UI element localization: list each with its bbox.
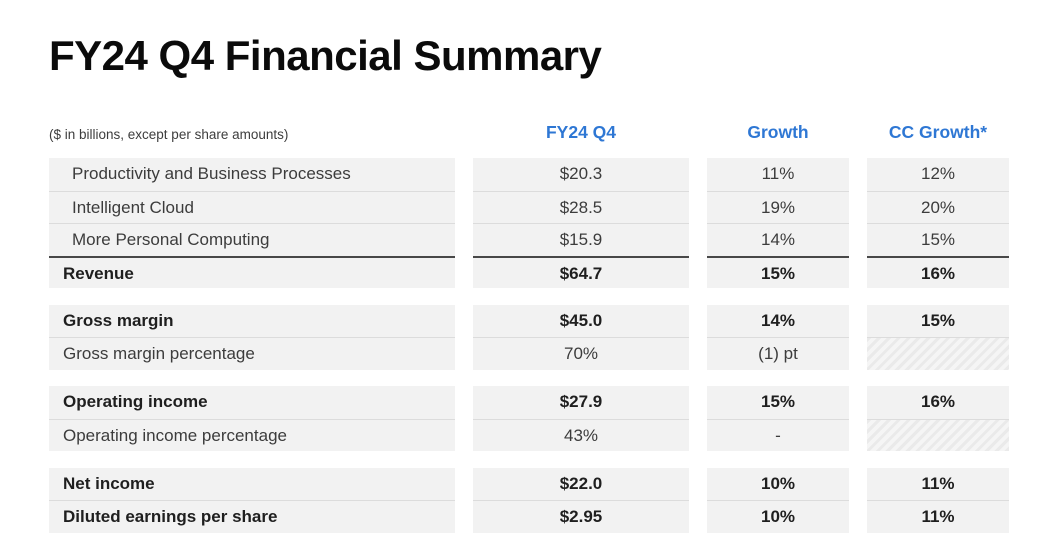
units-note: ($ in billions, except per share amounts… — [49, 127, 289, 142]
value-cell-fy24-q4: $27.9 — [473, 386, 689, 419]
table-section: Productivity and Business Processes $20.3… — [49, 158, 1009, 288]
value-cell-cc-growth: 12% — [867, 158, 1009, 191]
value-cell-growth: (1) pt — [707, 337, 849, 370]
value-cell-growth: 11% — [707, 158, 849, 191]
page-title: FY24 Q4 Financial Summary — [49, 32, 602, 79]
row-label: More Personal Computing — [49, 223, 455, 256]
value-cell-growth: 15% — [707, 255, 849, 288]
row-label: Operating income — [49, 386, 455, 419]
row-label: Revenue — [49, 255, 455, 288]
value-cell-fy24-q4: $15.9 — [473, 223, 689, 256]
table-row: Net income $22.0 10% 11% — [49, 467, 1009, 500]
table-row: Operating income $27.9 15% 16% — [49, 386, 1009, 419]
value-cell-growth: 14% — [707, 304, 849, 337]
table-header: ($ in billions, except per share amounts… — [49, 116, 1009, 144]
table-row: More Personal Computing $15.9 14% 15% — [49, 223, 1009, 256]
value-cell-growth: - — [707, 418, 849, 451]
value-cell-fy24-q4: $20.3 — [473, 158, 689, 191]
value-cell-cc-growth: 20% — [867, 190, 1009, 223]
value-cell-fy24-q4: 70% — [473, 337, 689, 370]
value-cell-fy24-q4: $64.7 — [473, 255, 689, 288]
row-label: Gross margin — [49, 304, 455, 337]
table-row: Revenue $64.7 15% 16% — [49, 255, 1009, 288]
table-section: Operating income $27.9 15% 16% Operating inc… — [49, 386, 1009, 451]
value-cell-fy24-q4: $22.0 — [473, 467, 689, 500]
row-label: Net income — [49, 467, 455, 500]
table-row: Diluted earnings per share $2.95 10% 11% — [49, 500, 1009, 533]
column-header-growth: Growth — [747, 122, 809, 142]
table-row: Intelligent Cloud $28.5 19% 20% — [49, 190, 1009, 223]
column-header-fy24-q4: FY24 Q4 — [545, 122, 617, 142]
value-cell-fy24-q4: $45.0 — [473, 304, 689, 337]
table-section: Gross margin $45.0 14% 15% Gross margin perc… — [49, 304, 1009, 370]
row-label: Gross margin percentage — [49, 337, 455, 370]
table-row: Gross margin $45.0 14% 15% — [49, 304, 1009, 337]
table-row: Operating income percentage 43% - — [49, 418, 1009, 451]
value-cell-growth: 19% — [707, 190, 849, 223]
table-section: Net income $22.0 10% 11% Diluted earnings pe… — [49, 467, 1009, 533]
table-row: Productivity and Business Processes $20.3… — [49, 158, 1009, 191]
value-cell-fy24-q4: $28.5 — [473, 190, 689, 223]
value-cell-growth: 10% — [707, 467, 849, 500]
value-cell-cc-growth — [867, 418, 1009, 451]
column-header-cc-growth: CC Growth* — [888, 122, 988, 142]
value-cell-cc-growth: 15% — [867, 223, 1009, 256]
value-cell-growth: 15% — [707, 386, 849, 419]
value-cell-growth: 10% — [707, 500, 849, 533]
value-cell-cc-growth: 16% — [867, 255, 1009, 288]
row-label: Operating income percentage — [49, 418, 455, 451]
value-cell-cc-growth: 16% — [867, 386, 1009, 419]
table-body: Productivity and Business Processes $20.3… — [49, 158, 1009, 549]
value-cell-fy24-q4: 43% — [473, 418, 689, 451]
value-cell-growth: 14% — [707, 223, 849, 256]
table-row: Gross margin percentage 70% (1) pt — [49, 337, 1009, 370]
value-cell-cc-growth: 11% — [867, 467, 1009, 500]
row-label: Productivity and Business Processes — [49, 158, 455, 191]
value-cell-cc-growth: 11% — [867, 500, 1009, 533]
value-cell-cc-growth — [867, 337, 1009, 370]
value-cell-fy24-q4: $2.95 — [473, 500, 689, 533]
row-label: Diluted earnings per share — [49, 500, 455, 533]
value-cell-cc-growth: 15% — [867, 304, 1009, 337]
row-label: Intelligent Cloud — [49, 190, 455, 223]
